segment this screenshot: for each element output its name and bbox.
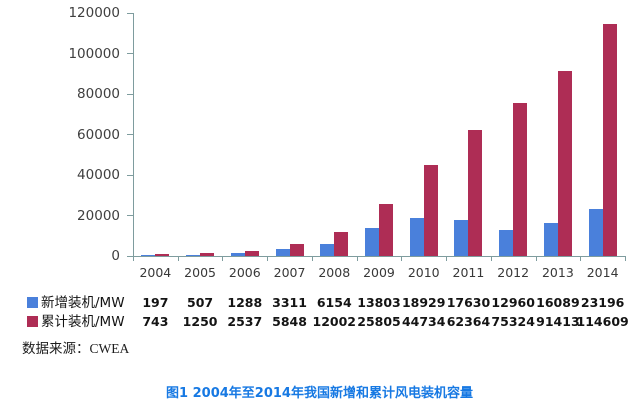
bar-新增装机/MW-2006	[230, 253, 245, 256]
legend-swatch-累计装机/MW	[27, 316, 38, 327]
bar-新增装机/MW-2008	[320, 244, 335, 256]
x-axis-category-label: 2009	[363, 265, 395, 280]
bar-新增装机/MW-2009	[365, 228, 379, 256]
x-axis-category-label: 2006	[228, 265, 261, 280]
bar-新增装机/MW-2014	[588, 209, 603, 256]
y-axis-tick-label: 60000	[77, 126, 120, 143]
bar-新增装机/MW-2005	[186, 255, 201, 256]
bar-新增装机/MW-2013	[543, 223, 558, 256]
table-value-新增装机/MW-2011: 17630	[446, 295, 491, 310]
x-axis-tick	[535, 256, 537, 261]
x-axis-tick	[580, 256, 582, 261]
table-value-累计装机/MW-2008: 12002	[312, 314, 357, 329]
bar-新增装机/MW-2004	[141, 255, 156, 256]
figure-caption: 图1 2004年至2014年我国新增和累计风电装机容量	[166, 386, 473, 401]
legend-swatch-新增装机/MW	[27, 297, 38, 308]
bar-新增装机/MW-2011	[454, 220, 469, 256]
y-axis-tick-label: 100000	[68, 45, 120, 62]
table-value-累计装机/MW-2012: 75324	[491, 314, 535, 329]
table-value-累计装机/MW-2007: 5848	[272, 314, 307, 329]
table-value-新增装机/MW-2009: 13803	[357, 295, 401, 310]
x-axis-category-label: 2011	[452, 265, 485, 280]
x-axis-category-label: 2012	[497, 265, 530, 280]
table-value-新增装机/MW-2005: 507	[187, 295, 214, 310]
x-axis-tick	[267, 256, 269, 261]
x-axis-tick	[222, 256, 224, 261]
table-value-新增装机/MW-2012: 12960	[491, 295, 535, 310]
x-axis-tick	[356, 256, 358, 261]
bar-累计装机/MW-2012	[513, 103, 528, 256]
x-axis-category-label: 2007	[273, 265, 306, 280]
table-value-新增装机/MW-2010: 18929	[401, 295, 446, 310]
y-axis-tick-label: 120000	[68, 5, 120, 21]
x-axis-tick	[446, 256, 448, 261]
bar-累计装机/MW-2010	[423, 165, 438, 256]
bar-新增装机/MW-2010	[409, 218, 424, 256]
table-value-新增装机/MW-2006: 1288	[227, 295, 263, 310]
table-value-累计装机/MW-2013: 91413	[536, 314, 580, 329]
table-value-新增装机/MW-2007: 3311	[272, 295, 307, 310]
table-value-累计装机/MW-2014: 114609	[576, 314, 629, 329]
y-axis-tick	[127, 174, 133, 176]
y-axis-tick	[127, 255, 133, 257]
x-axis-category-label: 2010	[407, 265, 440, 280]
table-value-累计装机/MW-2010: 44734	[401, 314, 446, 329]
bar-累计装机/MW-2011	[468, 130, 483, 256]
y-axis-tick	[127, 134, 133, 135]
x-axis-tick	[625, 256, 626, 261]
table-value-累计装机/MW-2011: 62364	[446, 314, 491, 329]
x-axis-tick	[401, 256, 403, 261]
table-value-累计装机/MW-2005: 1250	[182, 314, 218, 329]
table-value-累计装机/MW-2004: 743	[142, 314, 169, 329]
bar-累计装机/MW-2008	[334, 232, 349, 256]
y-axis-tick-label: 20000	[77, 207, 120, 224]
bar-新增装机/MW-2007	[275, 249, 290, 256]
y-axis-tick	[127, 12, 133, 14]
x-axis-category-label: 2014	[586, 265, 619, 280]
table-value-累计装机/MW-2006: 2537	[227, 314, 263, 329]
bar-累计装机/MW-2005	[200, 253, 215, 256]
x-axis-tick	[490, 256, 492, 261]
x-axis-tick	[311, 256, 313, 261]
y-axis-tick-label: 40000	[77, 167, 120, 183]
y-axis-tick	[127, 53, 133, 54]
table-value-新增装机/MW-2004: 197	[142, 295, 169, 310]
legend-label-新增装机/MW: 新增装机/MW	[41, 295, 125, 311]
table-value-新增装机/MW-2013: 16089	[536, 295, 580, 310]
bar-新增装机/MW-2012	[499, 230, 514, 256]
x-axis-category-label: 2004	[139, 265, 172, 280]
table-value-新增装机/MW-2014: 23196	[580, 295, 625, 310]
x-axis-category-label: 2013	[541, 265, 574, 280]
table-value-新增装机/MW-2008: 6154	[316, 295, 352, 310]
y-axis-tick	[127, 93, 133, 95]
x-axis-category-label: 2005	[184, 265, 216, 280]
x-axis-category-label: 2008	[318, 265, 351, 280]
bar-累计装机/MW-2009	[379, 204, 393, 256]
bar-累计装机/MW-2014	[602, 24, 617, 256]
bar-累计装机/MW-2013	[557, 71, 572, 256]
table-value-累计装机/MW-2009: 25805	[357, 314, 401, 329]
y-axis-tick-label: 0	[111, 248, 120, 264]
x-axis-tick	[177, 256, 179, 261]
bar-累计装机/MW-2007	[289, 244, 304, 256]
bar-累计装机/MW-2006	[244, 251, 259, 256]
x-axis-tick	[133, 256, 134, 261]
legend-label-累计装机/MW: 累计装机/MW	[41, 314, 125, 330]
data-source-note: 数据来源：CWEA	[22, 341, 130, 356]
y-axis-tick	[127, 215, 133, 216]
y-axis-tick-label: 80000	[77, 86, 120, 102]
y-axis-line	[133, 13, 134, 257]
bar-累计装机/MW-2004	[155, 254, 170, 256]
x-axis-line	[133, 256, 626, 257]
